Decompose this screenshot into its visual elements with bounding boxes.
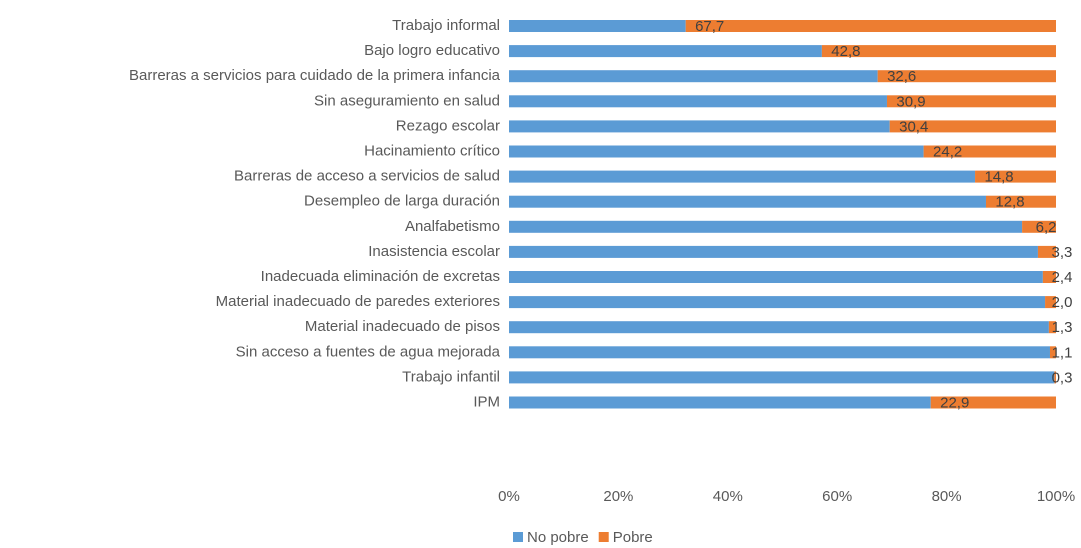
x-tick-label: 80% (932, 488, 962, 505)
data-label: 2,4 (1052, 269, 1073, 286)
y-tick-label: Inadecuada eliminación de excretas (261, 268, 500, 285)
y-tick-label: Barreras a servicios para cuidado de la … (129, 67, 501, 84)
y-tick-label: Trabajo infantil (402, 368, 500, 385)
bar-segment (886, 95, 1056, 108)
y-tick-label: Material inadecuado de pisos (305, 318, 500, 335)
y-tick-label: Barreras de acceso a servicios de salud (234, 168, 500, 185)
bar-segment (509, 145, 924, 158)
bar-segment (975, 170, 1056, 183)
bar-segment (509, 296, 1046, 309)
x-tick-label: 60% (822, 488, 852, 505)
y-tick-label: Hacinamiento crítico (364, 142, 500, 159)
data-label: 2,0 (1052, 294, 1073, 311)
data-label: 1,1 (1052, 344, 1073, 361)
bar-segment (1037, 245, 1056, 258)
legend-swatch (513, 532, 523, 542)
y-tick-label: Sin aseguramiento en salud (314, 92, 500, 109)
data-label: 3,3 (1052, 244, 1073, 261)
bar-segment (509, 20, 686, 32)
bar-segment (509, 321, 1049, 334)
data-label: 30,9 (896, 93, 925, 110)
bar-segment (985, 195, 1056, 208)
bar-segment (509, 170, 976, 183)
data-label: 22,9 (940, 394, 969, 411)
bar-segment (923, 145, 1056, 158)
data-label: 1,3 (1052, 319, 1073, 336)
x-tick-label: 20% (603, 488, 633, 505)
data-label: 30,4 (899, 118, 928, 135)
bar-segment (930, 396, 1056, 409)
bar-segment (1045, 296, 1056, 309)
data-label: 42,8 (831, 43, 860, 60)
x-tick-label: 40% (713, 488, 743, 505)
bar-segment (685, 20, 1056, 32)
bar-segment (509, 371, 1055, 384)
x-tick-label: 100% (1037, 488, 1075, 505)
bar-segment (509, 195, 986, 208)
bar-segment (1049, 346, 1056, 359)
data-label: 14,8 (984, 169, 1013, 186)
bar-segment (1054, 371, 1056, 384)
bar-segment (509, 245, 1038, 258)
data-label: 32,6 (887, 68, 916, 85)
bar-segment (1022, 220, 1056, 233)
bar-segment (509, 95, 887, 108)
bar-segment (509, 45, 822, 58)
y-tick-label: Desempleo de larga duración (304, 193, 500, 210)
bar-segment (509, 271, 1043, 283)
bar-segment (509, 120, 890, 133)
bar-segment (821, 45, 1056, 58)
y-tick-label: Rezago escolar (396, 117, 500, 134)
bar-segment (509, 346, 1050, 359)
data-label: 12,8 (995, 194, 1024, 211)
data-label: 24,2 (933, 143, 962, 160)
y-tick-label: IPM (473, 393, 500, 410)
bar-segment (1042, 271, 1056, 283)
bar-segment (1048, 321, 1056, 334)
data-label: 67,7 (695, 18, 724, 35)
legend-swatch (598, 532, 609, 542)
y-tick-label: Sin acceso a fuentes de agua mejorada (236, 343, 501, 360)
bar-segment (509, 396, 931, 409)
x-tick-label: 0% (498, 488, 520, 505)
data-label: 0,3 (1052, 369, 1073, 386)
bar-segment (509, 70, 878, 83)
bar-segment (889, 120, 1056, 133)
y-tick-label: Bajo logro educativo (364, 42, 500, 59)
bar-segment (877, 70, 1056, 83)
bar-segment (509, 220, 1023, 233)
y-tick-label: Analfabetismo (405, 218, 500, 235)
y-tick-label: Material inadecuado de paredes exteriore… (216, 293, 500, 310)
data-label: 6,2 (1036, 219, 1057, 236)
y-tick-label: Inasistencia escolar (368, 243, 500, 260)
legend-label: No pobre (527, 529, 589, 546)
y-tick-label: Trabajo informal (392, 17, 500, 34)
legend-label: Pobre (613, 529, 653, 546)
